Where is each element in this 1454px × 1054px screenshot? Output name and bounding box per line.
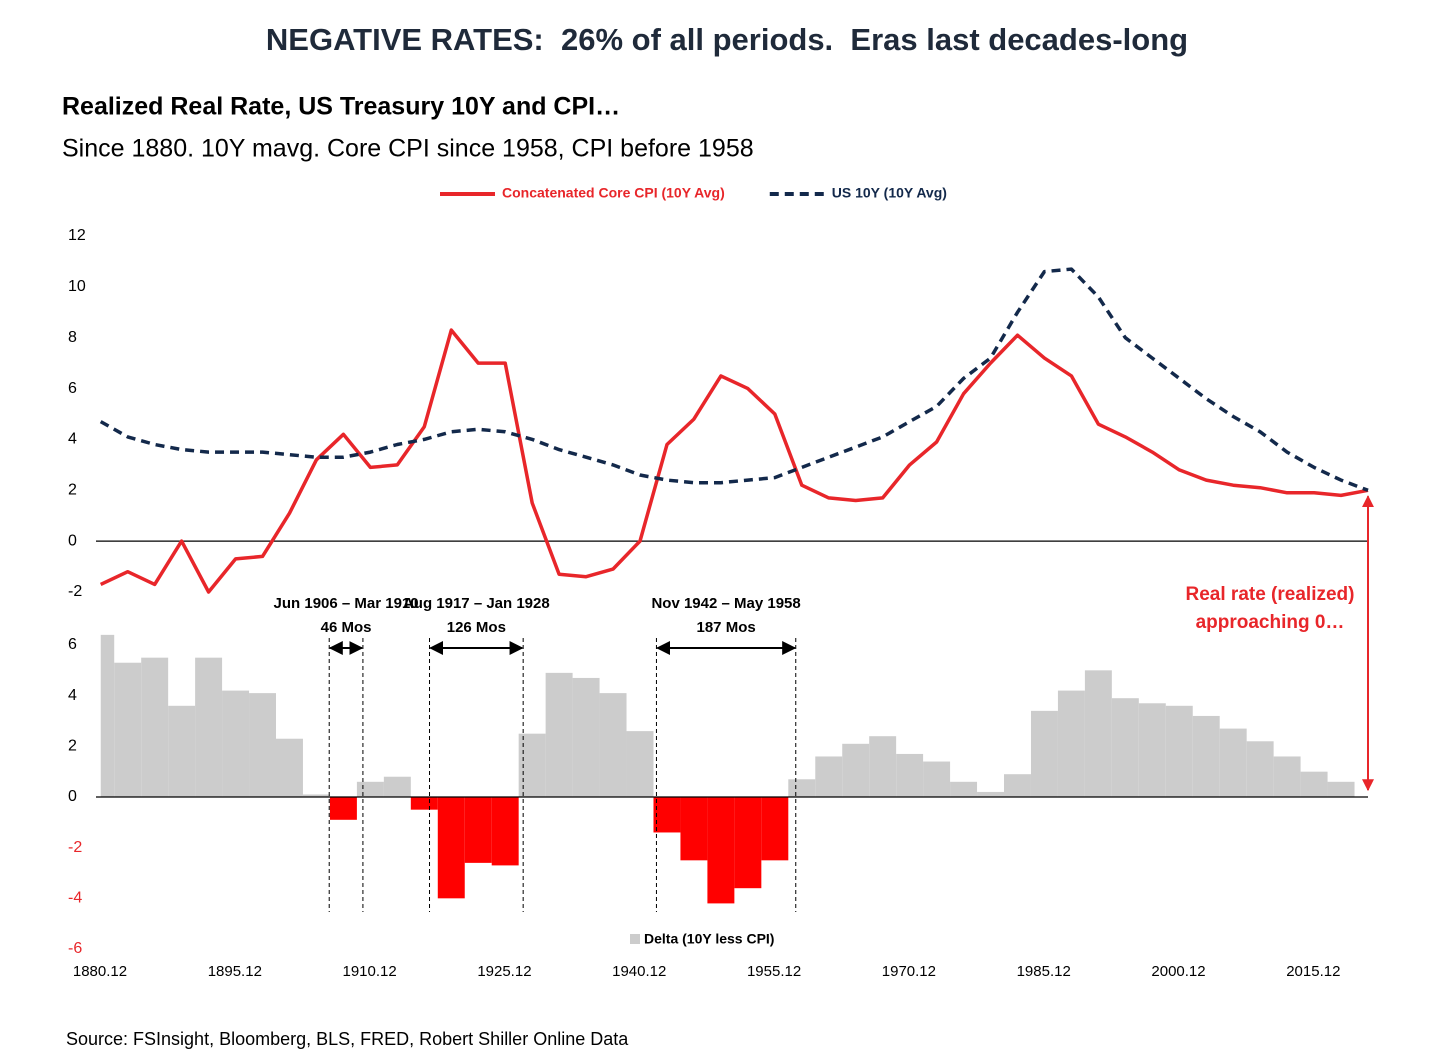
page-title: NEGATIVE RATES: 26% of all periods. Eras…	[266, 22, 1188, 57]
legend-label: Delta (10Y less CPI)	[644, 931, 774, 947]
bar	[1192, 715, 1220, 797]
bar	[1300, 771, 1328, 797]
bar	[977, 791, 1005, 797]
bar	[329, 797, 357, 820]
bar	[653, 797, 681, 833]
bar	[680, 797, 708, 861]
bar	[437, 797, 465, 899]
y-tick-label: -2	[68, 583, 82, 600]
bar	[707, 797, 735, 904]
y-tick-label: -4	[68, 890, 82, 907]
bar	[356, 781, 384, 797]
line-series	[99, 328, 1369, 594]
x-tick-label: 1895.12	[208, 963, 262, 980]
era-label: Nov 1942 – May 1958	[651, 595, 800, 612]
bar	[626, 731, 654, 797]
bar	[599, 693, 627, 797]
bar	[302, 794, 330, 797]
annotation: Real rate (realized)	[1186, 584, 1355, 605]
bar	[222, 690, 250, 797]
bar	[545, 672, 573, 797]
annotation: approaching 0…	[1196, 612, 1345, 633]
bar	[1327, 781, 1355, 797]
bar	[1246, 741, 1274, 797]
y-tick-label: 12	[68, 227, 86, 244]
y-tick-label: -2	[68, 839, 82, 856]
bar	[896, 753, 924, 797]
bar	[114, 662, 142, 797]
chart-title: Realized Real Rate, US Treasury 10Y and …	[62, 93, 620, 121]
bar	[815, 756, 843, 797]
x-tick-label: 1985.12	[1017, 963, 1071, 980]
bar	[1273, 756, 1301, 797]
bar	[1165, 705, 1193, 797]
bar	[276, 738, 303, 797]
era-duration: 187 Mos	[697, 619, 756, 636]
y-tick-label: 10	[68, 278, 86, 295]
bar	[1030, 710, 1058, 797]
era-label: Aug 1917 – Jan 1928	[403, 595, 550, 612]
legend-label: Concatenated Core CPI (10Y Avg)	[502, 185, 725, 201]
legend-swatch	[630, 934, 640, 944]
bar	[249, 693, 277, 797]
bar	[141, 657, 169, 797]
x-tick-label: 1925.12	[477, 963, 531, 980]
bar	[734, 797, 762, 889]
bar	[869, 736, 897, 797]
y-tick-label: 8	[68, 329, 77, 346]
bar	[464, 797, 492, 863]
bar	[950, 781, 978, 797]
bar	[1084, 670, 1112, 797]
bar	[761, 797, 789, 861]
era-duration: 46 Mos	[321, 619, 372, 636]
bar	[923, 761, 951, 797]
y-tick-label: 4	[68, 687, 77, 704]
bar	[1138, 703, 1166, 797]
source: Source: FSInsight, Bloomberg, BLS, FRED,…	[66, 1029, 629, 1049]
y-tick-label: -6	[68, 940, 82, 957]
x-tick-label: 1955.12	[747, 963, 801, 980]
y-tick-label: 0	[68, 532, 77, 549]
y-tick-label: 4	[68, 431, 77, 448]
x-tick-label: 2015.12	[1286, 963, 1340, 980]
bar	[168, 705, 196, 797]
bar	[410, 797, 438, 810]
bar	[788, 779, 816, 797]
era-duration: 126 Mos	[447, 619, 506, 636]
bar	[195, 657, 223, 797]
y-tick-label: 6	[68, 380, 77, 397]
bar	[1219, 728, 1247, 797]
bar	[1111, 698, 1139, 797]
bar	[842, 743, 870, 797]
bar	[491, 797, 519, 866]
bar	[1057, 690, 1085, 797]
x-tick-label: 2000.12	[1151, 963, 1205, 980]
y-tick-label: 6	[68, 636, 77, 653]
x-tick-label: 1880.12	[73, 963, 127, 980]
x-tick-label: 1970.12	[882, 963, 936, 980]
bar	[383, 776, 411, 797]
bar	[100, 634, 115, 797]
x-tick-label: 1910.12	[343, 963, 397, 980]
legend-label: US 10Y (10Y Avg)	[832, 185, 947, 201]
chart-subtitle: Since 1880. 10Y mavg. Core CPI since 195…	[62, 135, 754, 163]
y-tick-label: 2	[68, 738, 77, 755]
y-tick-label: 0	[68, 788, 77, 805]
bar	[1004, 774, 1031, 797]
y-tick-label: 2	[68, 482, 77, 499]
era-label: Jun 1906 – Mar 1910	[274, 595, 419, 612]
x-tick-label: 1940.12	[612, 963, 666, 980]
line-series	[99, 267, 1369, 492]
bar	[572, 677, 600, 797]
